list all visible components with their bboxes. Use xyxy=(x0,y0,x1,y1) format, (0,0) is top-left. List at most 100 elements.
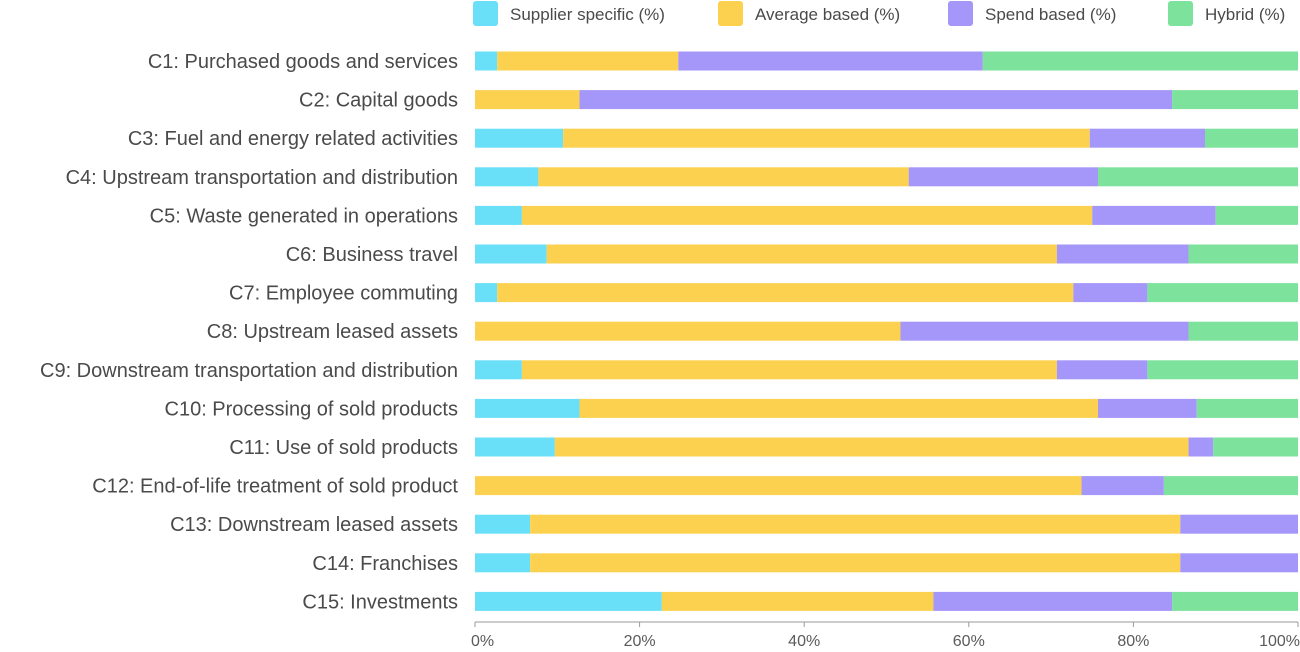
bar-segment-series-3 xyxy=(1092,205,1216,225)
x-tick-label: 100% xyxy=(1259,633,1300,650)
category-label: C13: Downstream leased assets xyxy=(170,514,458,536)
bar-segment-series-1 xyxy=(475,51,498,71)
bar-segment-series-2 xyxy=(497,283,1074,303)
bar-segment-series-4 xyxy=(1215,205,1298,225)
x-tick-label: 20% xyxy=(624,633,656,650)
bar-segment-series-2 xyxy=(661,591,934,611)
bar-segment-series-3 xyxy=(1056,244,1189,264)
bar-segment-series-2 xyxy=(497,51,679,71)
legend-item-3: Spend based (%) xyxy=(948,1,1116,26)
bar-segment-series-1 xyxy=(475,553,531,573)
legend-label: Supplier specific (%) xyxy=(510,5,665,24)
bar-row xyxy=(475,321,1298,341)
category-label: C11: Use of sold products xyxy=(229,437,458,459)
bar-segment-series-1 xyxy=(475,244,547,264)
bar-segment-series-2 xyxy=(579,398,1099,418)
category-label: C15: Investments xyxy=(302,591,458,613)
legend: Supplier specific (%) Average based (%) Sp… xyxy=(473,1,1285,26)
bar-segment-series-4 xyxy=(1163,476,1298,496)
bar-row xyxy=(475,90,1298,110)
bar-segment-series-3 xyxy=(1081,476,1164,496)
bar-segment-series-4 xyxy=(1172,90,1298,110)
bar-segment-series-4 xyxy=(1147,283,1298,303)
bar-segment-series-3 xyxy=(1089,128,1206,148)
bar-segment-series-2 xyxy=(530,553,1181,573)
bar-row xyxy=(475,167,1298,187)
legend-label: Average based (%) xyxy=(755,5,900,24)
category-label: C7: Employee commuting xyxy=(229,283,458,305)
category-label: C10: Processing of sold products xyxy=(165,398,459,420)
category-label: C3: Fuel and energy related activities xyxy=(128,128,458,150)
bar-row xyxy=(475,360,1298,380)
bar-segment-series-4 xyxy=(1098,167,1298,187)
category-label: C14: Franchises xyxy=(312,553,458,575)
bar-row xyxy=(475,553,1298,573)
bar-segment-series-2 xyxy=(475,90,580,110)
bar-segment-series-1 xyxy=(475,398,580,418)
bar-segment-series-4 xyxy=(1196,398,1298,418)
bar-segment-series-3 xyxy=(908,167,1099,187)
legend-item-1: Supplier specific (%) xyxy=(473,1,665,26)
category-label: C4: Upstream transportation and distribu… xyxy=(66,167,458,189)
bar-segment-series-3 xyxy=(579,90,1173,110)
bar-segment-series-1 xyxy=(475,128,564,148)
bar-segment-series-1 xyxy=(475,167,539,187)
category-label: C6: Business travel xyxy=(286,244,458,266)
bar-segment-series-4 xyxy=(1147,360,1298,380)
category-label: C8: Upstream leased assets xyxy=(207,321,458,343)
bar-row xyxy=(475,437,1298,457)
bar-row xyxy=(475,128,1298,148)
legend-item-2: Average based (%) xyxy=(718,1,900,26)
bar-segment-series-2 xyxy=(546,244,1057,264)
legend-label: Hybrid (%) xyxy=(1205,5,1285,24)
category-label: C2: Capital goods xyxy=(299,90,458,112)
bar-segment-series-4 xyxy=(1213,437,1298,457)
x-axis: 0% 20% 40% 60% 80% 100% xyxy=(471,621,1300,650)
bar-segment-series-3 xyxy=(1098,398,1197,418)
legend-swatch xyxy=(1168,1,1193,26)
bar-segment-series-3 xyxy=(933,591,1173,611)
legend-label: Spend based (%) xyxy=(985,5,1116,24)
bar-segment-series-2 xyxy=(475,476,1082,496)
bar-segment-series-2 xyxy=(521,360,1057,380)
x-tick-label: 0% xyxy=(471,633,494,650)
bars-area xyxy=(475,51,1298,611)
bar-segment-series-4 xyxy=(1172,591,1298,611)
legend-swatch xyxy=(948,1,973,26)
x-tick-label: 40% xyxy=(788,633,820,650)
bar-row xyxy=(475,283,1298,303)
bar-segment-series-2 xyxy=(563,128,1090,148)
legend-swatch xyxy=(718,1,743,26)
bar-row xyxy=(475,476,1298,496)
x-tick-label: 80% xyxy=(1117,633,1149,650)
bar-row xyxy=(475,244,1298,264)
bar-segment-series-4 xyxy=(1188,321,1298,341)
bar-row xyxy=(475,591,1298,611)
x-tick-label: 60% xyxy=(953,633,985,650)
bar-segment-series-3 xyxy=(678,51,983,71)
bar-segment-series-1 xyxy=(475,437,555,457)
category-label: C5: Waste generated in operations xyxy=(150,205,458,227)
bar-segment-series-1 xyxy=(475,514,531,534)
bar-segment-series-3 xyxy=(1180,514,1298,534)
bar-segment-series-1 xyxy=(475,360,522,380)
bar-segment-series-4 xyxy=(1205,128,1298,148)
bar-segment-series-2 xyxy=(521,205,1093,225)
bar-segment-series-3 xyxy=(1073,283,1148,303)
bar-row xyxy=(475,514,1298,534)
bar-row xyxy=(475,398,1298,418)
category-labels: C1: Purchased goods and services C2: Capi… xyxy=(40,51,458,613)
bar-segment-series-2 xyxy=(538,167,909,187)
bar-segment-series-1 xyxy=(475,283,498,303)
category-label: C12: End-of-life treatment of sold produ… xyxy=(92,476,458,498)
bar-segment-series-1 xyxy=(475,205,522,225)
bar-row xyxy=(475,51,1298,71)
bar-segment-series-2 xyxy=(530,514,1181,534)
category-label: C9: Downstream transportation and distri… xyxy=(40,360,458,382)
bar-segment-series-4 xyxy=(982,51,1298,71)
bar-segment-series-1 xyxy=(475,591,662,611)
legend-item-4: Hybrid (%) xyxy=(1168,1,1285,26)
bar-segment-series-3 xyxy=(1188,437,1214,457)
bar-row xyxy=(475,205,1298,225)
